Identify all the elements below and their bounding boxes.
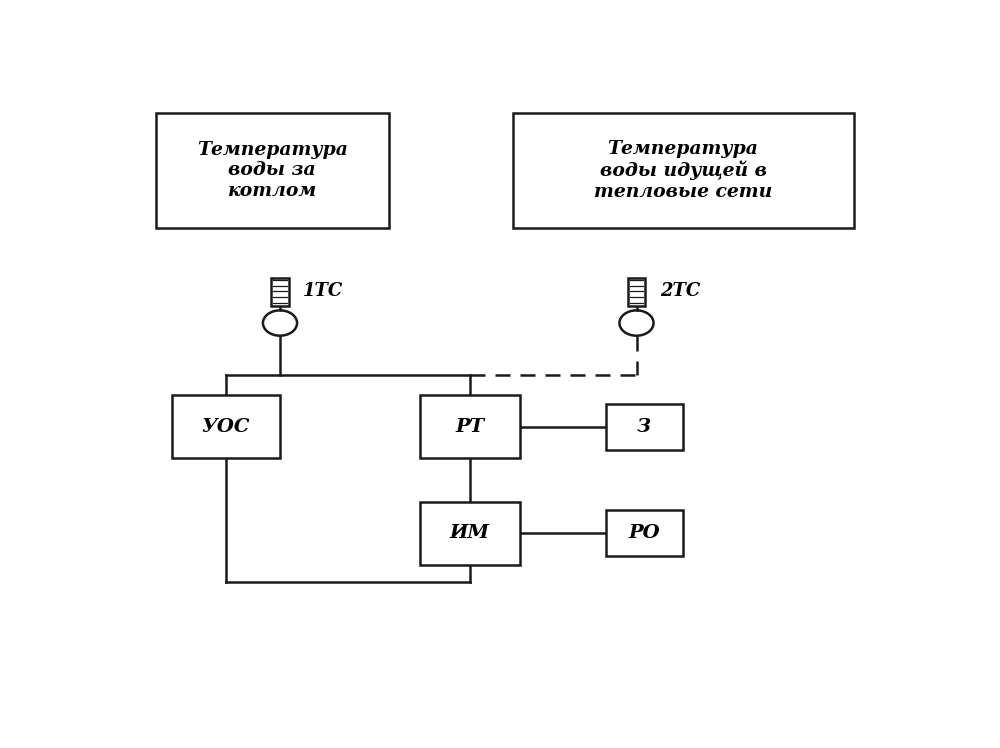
FancyBboxPatch shape [172,395,280,459]
FancyBboxPatch shape [156,113,388,228]
FancyBboxPatch shape [628,278,645,306]
FancyBboxPatch shape [420,502,520,565]
Text: Температура
воды за
котлом: Температура воды за котлом [197,141,348,200]
Text: УОС: УОС [202,417,250,435]
Text: З: З [637,417,651,435]
Text: ИМ: ИМ [450,524,490,542]
Circle shape [263,310,297,336]
Text: Температура
воды идущей в
тепловые сети: Температура воды идущей в тепловые сети [594,140,772,201]
FancyBboxPatch shape [606,404,683,450]
Circle shape [619,310,654,336]
FancyBboxPatch shape [420,395,520,459]
Text: 2ТС: 2ТС [660,282,700,301]
Text: РО: РО [628,524,660,542]
Text: РТ: РТ [455,417,484,435]
Text: 1ТС: 1ТС [303,282,344,301]
FancyBboxPatch shape [606,510,683,557]
FancyBboxPatch shape [512,113,854,228]
FancyBboxPatch shape [271,278,289,306]
